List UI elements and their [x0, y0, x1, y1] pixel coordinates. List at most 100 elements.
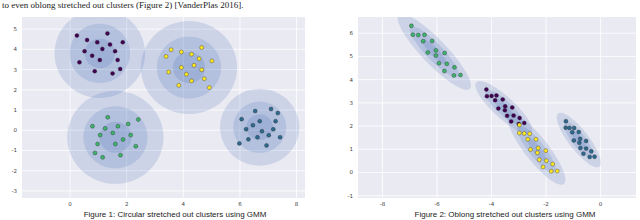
- body-text: to even oblong stretched out clusters (F…: [2, 0, 243, 10]
- scatter-point: [116, 58, 120, 62]
- scatter-point: [111, 131, 115, 135]
- scatter-point: [535, 151, 539, 155]
- y-tick-label: -1: [12, 147, 17, 153]
- scatter-point: [167, 70, 171, 74]
- gmm-ellipse: [557, 113, 601, 168]
- scatter-point: [426, 51, 430, 55]
- scatter-point: [136, 118, 140, 122]
- scatter-point: [274, 119, 278, 123]
- scatter-point: [452, 65, 456, 69]
- gmm-ellipse: [494, 99, 513, 117]
- scatter-point: [437, 61, 441, 65]
- grid-line: [358, 126, 636, 127]
- scatter-point: [240, 117, 244, 121]
- scatter-point: [134, 144, 138, 148]
- scatter-point: [93, 151, 97, 155]
- scatter-point: [207, 86, 211, 90]
- scatter-point: [584, 139, 588, 143]
- scatter-point: [278, 135, 282, 139]
- scatter-point: [517, 122, 521, 126]
- scatter-point: [101, 155, 105, 159]
- scatter-point: [197, 57, 201, 61]
- scatter-point: [577, 130, 581, 134]
- scatter-point: [537, 158, 541, 162]
- scatter-point: [458, 73, 462, 77]
- gmm-ellipse: [83, 106, 147, 168]
- scatter-point: [578, 137, 582, 141]
- y-tick-label: 1: [14, 107, 18, 113]
- scatter-point: [121, 138, 125, 142]
- scatter-point: [421, 39, 425, 43]
- scatter-point: [581, 152, 585, 156]
- y-tick-label: 0: [350, 169, 354, 175]
- scatter-point: [589, 149, 593, 153]
- x-tick-label: 4: [182, 201, 186, 207]
- scatter-point: [541, 165, 545, 169]
- scatter-point: [584, 147, 588, 151]
- scatter-point: [484, 87, 488, 91]
- grid-line: [22, 190, 305, 191]
- scatter-point: [503, 104, 507, 108]
- scatter-point: [200, 46, 204, 50]
- scatter-point: [75, 34, 79, 38]
- scatter-point: [588, 155, 592, 159]
- scatter-point: [113, 142, 117, 146]
- scatter-point: [184, 72, 188, 76]
- scatter-point: [522, 121, 526, 125]
- scatter-point: [544, 159, 548, 163]
- gmm-ellipse: [517, 126, 556, 173]
- x-tick-label: 2: [125, 201, 129, 207]
- gmm-ellipse: [70, 24, 130, 83]
- scatter-point: [572, 126, 576, 130]
- chart: 02468-3-2-1012345Figure 1: Circular stre…: [12, 9, 305, 219]
- scatter-point: [251, 123, 255, 127]
- grid-line: [358, 33, 636, 34]
- scatter-point: [95, 40, 99, 44]
- chart: -8-6-4-20-10123456Figure 2: Oblong stret…: [348, 14, 636, 219]
- scatter-point: [83, 49, 87, 53]
- x-tick-label: -6: [434, 201, 440, 207]
- scatter-point: [434, 54, 438, 58]
- scatter-point: [260, 129, 264, 133]
- gmm-ellipse: [247, 114, 273, 140]
- scatter-point: [121, 40, 125, 44]
- scatter-point: [179, 66, 183, 70]
- figure: to even oblong stretched out clusters (F…: [0, 0, 640, 220]
- scatter-point: [490, 94, 494, 98]
- y-tick-label: 2: [350, 123, 354, 129]
- scatter-point: [517, 123, 521, 127]
- grid-line: [358, 79, 636, 80]
- scatter-point: [111, 71, 115, 75]
- scatter-point: [267, 133, 271, 137]
- scatter-point: [129, 133, 133, 137]
- scatter-point: [577, 141, 581, 145]
- scatter-point: [423, 33, 427, 37]
- scatter-point: [106, 115, 110, 119]
- scatter-point: [442, 69, 446, 73]
- scatter-point: [567, 126, 571, 130]
- caption: Figure 2: Oblong stretched out clusters …: [415, 210, 596, 219]
- scatter-point: [510, 106, 514, 110]
- scatter-point: [411, 33, 415, 37]
- gmm-ellipse: [220, 89, 299, 166]
- y-tick-label: 3: [14, 67, 18, 73]
- scatter-point: [578, 146, 582, 150]
- scatter-point: [237, 141, 241, 145]
- scatter-point: [108, 43, 112, 47]
- scatter-point: [494, 93, 498, 97]
- gmm-ellipse: [173, 52, 205, 83]
- scatter-point: [564, 126, 568, 130]
- scatter-point: [445, 62, 449, 66]
- gmm-ellipse: [67, 91, 163, 184]
- scatter-point: [244, 127, 248, 131]
- scatter-point: [443, 51, 447, 55]
- scatter-point: [430, 39, 434, 43]
- scatter-point: [126, 122, 130, 126]
- scatter-point: [90, 124, 94, 128]
- plot-background: [358, 17, 636, 198]
- scatter-point: [564, 119, 568, 123]
- scatter-point: [258, 119, 262, 123]
- scatter-point: [77, 60, 81, 64]
- y-tick-label: -1: [348, 193, 353, 199]
- scatter-point: [169, 48, 173, 52]
